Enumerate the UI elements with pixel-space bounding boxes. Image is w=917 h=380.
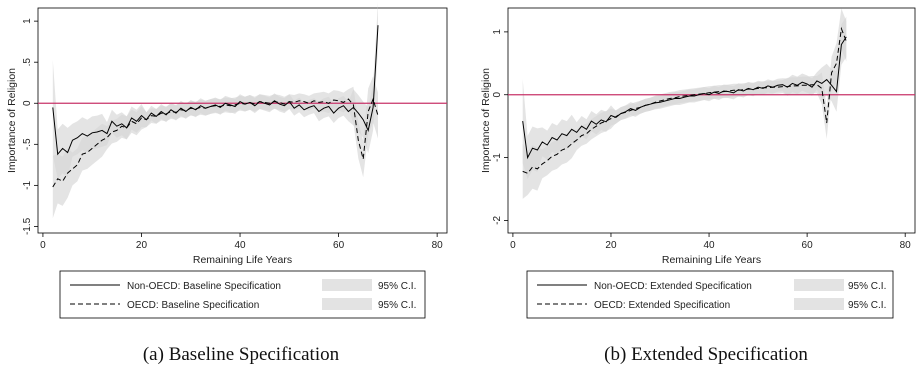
y-tick-label: .5 bbox=[22, 58, 33, 67]
x-tick-label: 40 bbox=[234, 240, 246, 251]
y-tick-label: -.5 bbox=[22, 138, 33, 150]
series-lines-b bbox=[522, 26, 847, 174]
y-axis-label-b: Importance of Religion bbox=[480, 68, 492, 173]
legend-box-b bbox=[526, 270, 894, 319]
legend-ci-label-1-b: 95% C.I. bbox=[848, 281, 886, 292]
series-line-non-oecd-a bbox=[52, 25, 379, 156]
caption-a: (a) Baseline Specification bbox=[143, 344, 340, 365]
ci-band-oecd-a bbox=[52, 76, 379, 219]
legend-label-non-oecd-a: Non-OECD: Baseline Specification bbox=[127, 281, 281, 292]
ci-bands-a bbox=[52, 2, 379, 219]
x-axis-label-b: Remaining Life Years bbox=[662, 254, 761, 266]
x-tick-label: 0 bbox=[40, 240, 46, 251]
x-tick-label: 60 bbox=[333, 240, 345, 251]
y-tick-label: -1 bbox=[22, 180, 33, 189]
legend-ci-label-2-b: 95% C.I. bbox=[848, 300, 886, 311]
legend-box-a bbox=[59, 270, 426, 319]
legend-label-non-oecd-b: Non-OECD: Extended Specification bbox=[594, 281, 752, 292]
x-ticks-a: 0 20 40 60 80 bbox=[40, 233, 443, 251]
y-tick-label: 0 bbox=[492, 92, 503, 98]
legend-ci-swatch-1-a bbox=[322, 279, 372, 291]
x-axis-label-a: Remaining Life Years bbox=[193, 254, 292, 266]
legend-label-oecd-a: OECD: Baseline Specification bbox=[127, 300, 259, 311]
y-tick-label: -1.5 bbox=[22, 217, 33, 235]
legend-ci-swatch-2-b bbox=[794, 298, 844, 310]
ci-bands-b bbox=[522, 8, 847, 199]
series-lines-a bbox=[52, 25, 379, 188]
legend-ci-label-2-a: 95% C.I. bbox=[378, 300, 416, 311]
x-tick-label: 80 bbox=[432, 240, 444, 251]
plot-frame-a bbox=[37, 7, 448, 234]
y-tick-label: -2 bbox=[492, 216, 503, 225]
legend-ci-swatch-1-b bbox=[794, 279, 844, 291]
legend-label-oecd-b: OECD: Extended Specification bbox=[594, 300, 730, 311]
x-tick-label: 80 bbox=[900, 240, 912, 251]
y-ticks-a: -1.5 -1 -.5 0 .5 1 bbox=[22, 18, 38, 235]
y-axis-label-a: Importance of Religion bbox=[6, 68, 18, 173]
plot-frame-b bbox=[507, 7, 916, 234]
y-tick-label: 1 bbox=[22, 18, 33, 24]
y-tick-label: 0 bbox=[22, 100, 33, 106]
legend-ci-label-1-a: 95% C.I. bbox=[378, 281, 416, 292]
series-line-oecd-b bbox=[522, 26, 847, 174]
x-tick-label: 0 bbox=[510, 240, 516, 251]
y-ticks-b: -2 -1 0 1 bbox=[492, 29, 508, 225]
legend-a: Non-OECD: Baseline Specification OECD: B… bbox=[59, 270, 426, 319]
series-line-non-oecd-b bbox=[522, 36, 847, 160]
legend-ci-swatch-2-a bbox=[322, 298, 372, 310]
x-tick-label: 60 bbox=[802, 240, 814, 251]
x-tick-label: 40 bbox=[703, 240, 715, 251]
y-tick-label: 1 bbox=[492, 29, 503, 35]
series-line-oecd-a bbox=[52, 97, 379, 188]
x-ticks-b: 0 20 40 60 80 bbox=[510, 233, 911, 251]
panel-a: 0 20 40 60 80 -1.5 -1 -.5 0 .5 1 Remaining Life Y… bbox=[6, 2, 448, 365]
y-tick-label: -1 bbox=[492, 153, 503, 162]
legend-b: Non-OECD: Extended Specification OECD: E… bbox=[526, 270, 894, 319]
x-tick-label: 20 bbox=[605, 240, 617, 251]
caption-b: (b) Extended Specification bbox=[604, 344, 808, 365]
panel-b: 0 20 40 60 80 -2 -1 0 1 Remaining Life Years Im… bbox=[480, 7, 916, 365]
x-tick-label: 20 bbox=[136, 240, 148, 251]
